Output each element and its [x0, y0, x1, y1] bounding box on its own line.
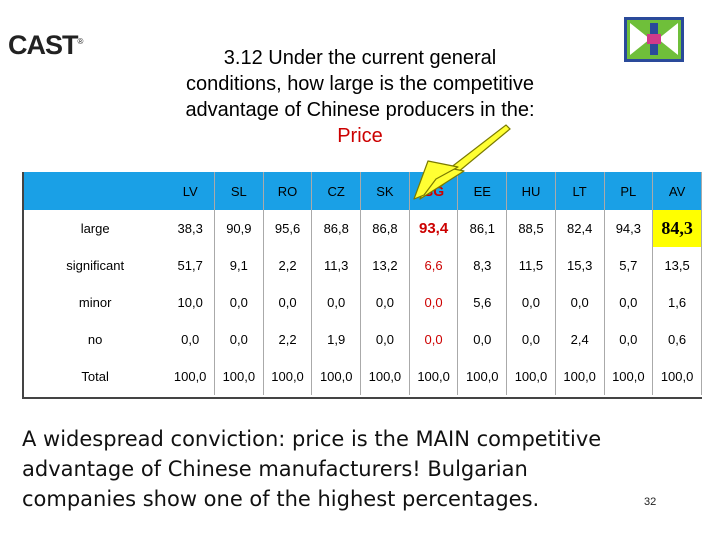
table-row-total: Total 100,0 100,0 100,0 100,0 100,0 100,… — [24, 358, 702, 395]
table-cell: 0,0 — [506, 284, 556, 321]
table-cell: 100,0 — [604, 358, 654, 395]
table-cell: 0,0 — [360, 284, 410, 321]
table-cell: 9,1 — [214, 247, 264, 284]
table-cell: 100,0 — [214, 358, 264, 395]
table-cell: 100,0 — [263, 358, 313, 395]
header-empty — [24, 172, 166, 210]
table-cell: 0,0 — [360, 321, 410, 358]
table-cell: 51,7 — [166, 247, 216, 284]
title-line-3: advantage of Chinese producers in the: — [185, 99, 535, 121]
title-highlight: Price — [337, 125, 383, 147]
cast-logo: CAST® — [8, 30, 83, 60]
footer-line-2: advantage of Chinese manufacturers! Bulg… — [22, 457, 528, 481]
column-header: LV — [166, 172, 216, 210]
table-row: no 0,0 0,0 2,2 1,9 0,0 0,0 0,0 0,0 2,4 0… — [24, 321, 702, 358]
table-row: large 38,3 90,9 95,6 86,8 86,8 93,4 86,1… — [24, 210, 702, 247]
slide-title: 3.12 Under the current general condition… — [120, 45, 600, 149]
column-header: SL — [214, 172, 264, 210]
table-cell: 90,9 — [214, 210, 264, 247]
column-header: PL — [604, 172, 654, 210]
table-cell: 94,3 — [604, 210, 654, 247]
table-cell: 0,0 — [555, 284, 605, 321]
table-cell: 0,0 — [506, 321, 556, 358]
table-cell: 0,6 — [652, 321, 702, 358]
table-cell: 0,0 — [604, 321, 654, 358]
footer-line-1: A widespread conviction: price is the MA… — [22, 427, 602, 451]
column-header: LT — [555, 172, 605, 210]
table-cell: 0,0 — [457, 321, 508, 358]
table-cell: 13,5 — [652, 247, 702, 284]
footer-line-3: companies show one of the highest percen… — [22, 487, 540, 511]
table-cell-highlight: 6,6 — [409, 247, 459, 284]
table-cell: 100,0 — [409, 358, 459, 395]
average-highlight-cell: 84,3 — [652, 210, 702, 247]
table-cell: 100,0 — [311, 358, 362, 395]
data-table-container: LV SL RO CZ SK BG EE HU LT PL AV large 3… — [22, 172, 702, 399]
table-cell: 10,0 — [166, 284, 216, 321]
column-header: SK — [360, 172, 410, 210]
column-header: CZ — [311, 172, 362, 210]
table-cell: 86,8 — [311, 210, 362, 247]
table-cell: 5,7 — [604, 247, 654, 284]
title-line-1: 3.12 Under the current general — [223, 47, 497, 69]
table-cell: 0,0 — [214, 284, 264, 321]
table-cell: 2,2 — [263, 247, 313, 284]
table-cell: 11,5 — [506, 247, 556, 284]
table-cell: 8,3 — [457, 247, 508, 284]
table-cell: 13,2 — [360, 247, 410, 284]
table-cell: 88,5 — [506, 210, 556, 247]
row-label: large — [80, 221, 110, 236]
table-cell: 0,0 — [166, 321, 216, 358]
table-cell: 86,1 — [457, 210, 508, 247]
project-logo-icon — [624, 17, 684, 62]
table-row: minor 10,0 0,0 0,0 0,0 0,0 0,0 5,6 0,0 0… — [24, 284, 702, 321]
table-cell: 100,0 — [360, 358, 410, 395]
row-label: minor — [78, 295, 112, 310]
table-cell: 95,6 — [263, 210, 313, 247]
yellow-arrow-icon — [413, 124, 511, 200]
table-cell-highlight: 0,0 — [409, 321, 459, 358]
column-header: HU — [506, 172, 556, 210]
table-cell: 2,2 — [263, 321, 313, 358]
table-cell: 100,0 — [652, 358, 702, 395]
table-cell: 1,6 — [652, 284, 702, 321]
table-cell: 86,8 — [360, 210, 410, 247]
table-header-row: LV SL RO CZ SK BG EE HU LT PL AV — [24, 172, 702, 210]
column-header: RO — [263, 172, 313, 210]
data-table: LV SL RO CZ SK BG EE HU LT PL AV large 3… — [24, 172, 702, 395]
table-cell: 100,0 — [555, 358, 605, 395]
table-cell: 15,3 — [555, 247, 605, 284]
table-cell: 5,6 — [457, 284, 508, 321]
footer-text: A widespread conviction: price is the MA… — [22, 424, 712, 514]
table-cell: 100,0 — [166, 358, 216, 395]
table-cell: 11,3 — [311, 247, 362, 284]
table-cell: 100,0 — [457, 358, 508, 395]
table-cell: 2,4 — [555, 321, 605, 358]
title-line-2: conditions, how large is the competitive — [186, 73, 534, 95]
column-header: EE — [457, 172, 508, 210]
table-cell: 0,0 — [263, 284, 313, 321]
column-header: AV — [652, 172, 702, 210]
table-cell: 1,9 — [311, 321, 362, 358]
table-cell-highlight: 93,4 — [409, 210, 459, 247]
table-row: significant 51,7 9,1 2,2 11,3 13,2 6,6 8… — [24, 247, 702, 284]
table-cell-highlight: 0,0 — [409, 284, 459, 321]
table-cell: 0,0 — [604, 284, 654, 321]
table-cell: 38,3 — [166, 210, 216, 247]
table-cell: 100,0 — [506, 358, 556, 395]
table-cell: 0,0 — [311, 284, 362, 321]
table-cell: 0,0 — [214, 321, 264, 358]
table-cell: 82,4 — [555, 210, 605, 247]
row-label: no — [87, 332, 103, 347]
row-label: Total — [81, 369, 109, 384]
row-label: significant — [66, 258, 125, 273]
page-number: 32 — [644, 496, 657, 508]
